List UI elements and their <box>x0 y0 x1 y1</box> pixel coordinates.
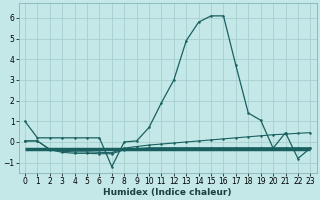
X-axis label: Humidex (Indice chaleur): Humidex (Indice chaleur) <box>103 188 232 197</box>
